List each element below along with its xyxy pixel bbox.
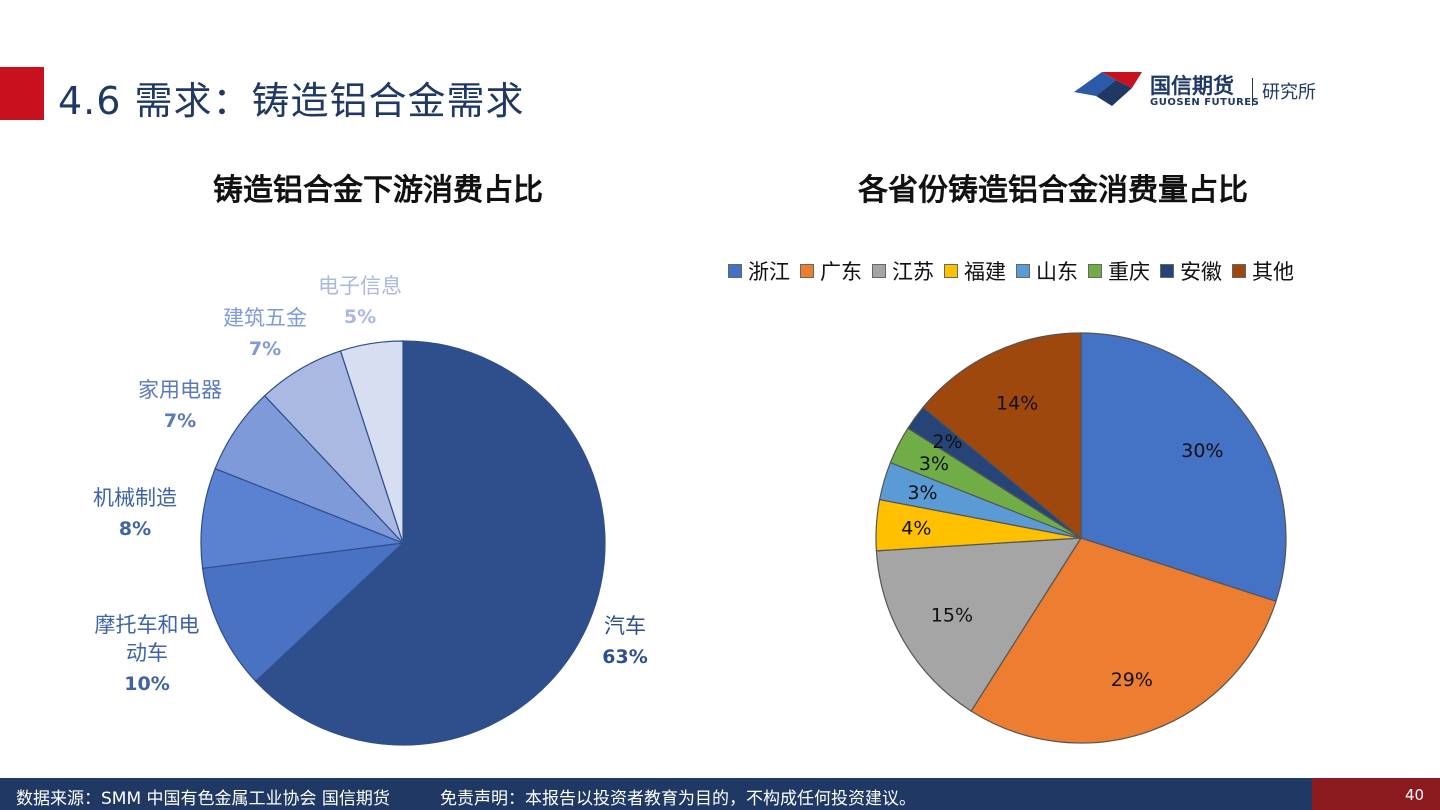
chart1-slice-2-name-label: 机械制造: [93, 486, 177, 510]
footer-bar: [0, 778, 1440, 810]
chart2-slice-2-value-label: 15%: [931, 604, 973, 626]
legend-item-2: 江苏: [872, 256, 934, 286]
legend-label-4: 山东: [1036, 260, 1078, 284]
chart1-slice-1-name-label: 动车: [126, 641, 168, 665]
chart2-slice-0-value-label: 30%: [1181, 440, 1223, 462]
footer-disclaimer: 免责声明：本报告以投资者教育为目的，不构成任何投资建议。: [440, 789, 916, 809]
chart1-slice-1: [201, 542, 405, 683]
legend-label-3: 福建: [964, 260, 1006, 284]
legend-item-3: 福建: [944, 256, 1006, 286]
chart1-slice-5: [339, 340, 404, 544]
chart2-slice-7: [922, 332, 1082, 540]
legend-label-5: 重庆: [1108, 260, 1150, 284]
chart1-slice-2-value-label: 8%: [119, 518, 151, 540]
guosen-logo: 国信期货 GUOSEN FUTURES 研究所: [1072, 66, 1372, 116]
legend-label-1: 广东: [820, 260, 862, 284]
chart2-slice-0: [1080, 332, 1287, 603]
legend-swatch-1: [800, 264, 814, 278]
chart1-slice-4-value-label: 7%: [249, 338, 281, 360]
legend-label-0: 浙江: [748, 260, 790, 284]
chart2-slice-4-value-label: 3%: [907, 482, 937, 504]
legend-swatch-7: [1232, 264, 1246, 278]
chart1-slice-4-name-label: 建筑五金: [223, 306, 307, 330]
chart2-slice-5-value-label: 3%: [919, 453, 949, 475]
chart2-slice-6-value-label: 2%: [932, 431, 962, 453]
footer-source: 数据来源：SMM 中国有色金属工业协会 国信期货: [16, 789, 390, 809]
chart1-title: 铸造铝合金下游消费占比: [213, 173, 543, 208]
legend-item-6: 安徽: [1160, 256, 1222, 286]
page-number: 40: [1405, 786, 1425, 804]
chart2-title: 各省份铸造铝合金消费量占比: [858, 173, 1248, 208]
legend-item-7: 其他: [1232, 256, 1294, 286]
legend-label-2: 江苏: [892, 260, 934, 284]
legend-swatch-2: [872, 264, 886, 278]
page-title: 4.6 需求：铸造铝合金需求: [58, 79, 525, 123]
chart1-slice-0-name-label: 汽车: [604, 614, 646, 638]
chart1-slice-2: [200, 467, 404, 569]
chart1-slice-3-name-label: 家用电器: [138, 378, 222, 402]
chart2-slice-3-value-label: 4%: [901, 518, 931, 540]
logo-subtitle: 研究所: [1262, 82, 1316, 103]
legend-swatch-0: [728, 264, 742, 278]
chart1-slice-5-value-label: 5%: [344, 306, 376, 328]
logo-english-name: GUOSEN FUTURES: [1150, 97, 1260, 108]
logo-company-name: 国信期货: [1150, 74, 1234, 98]
legend-item-4: 山东: [1016, 256, 1078, 286]
chart2-slice-2: [875, 537, 1083, 712]
legend-swatch-4: [1016, 264, 1030, 278]
chart1-slice-1-value-label: 10%: [124, 673, 169, 695]
legend-swatch-5: [1088, 264, 1102, 278]
legend-item-0: 浙江: [728, 256, 790, 286]
chart2-slice-7-value-label: 14%: [996, 392, 1038, 414]
chart1-slice-5-name-label: 电子信息: [318, 274, 402, 298]
chart2-slice-1: [970, 537, 1277, 744]
footer-accent: [1312, 778, 1440, 810]
chart1-slice-1-name-label: 摩托车和电: [95, 613, 200, 637]
logo-separator: [1252, 78, 1253, 106]
legend-item-1: 广东: [800, 256, 862, 286]
legend-label-6: 安徽: [1180, 260, 1222, 284]
legend-label-7: 其他: [1252, 260, 1294, 284]
legend-item-5: 重庆: [1088, 256, 1150, 286]
chart2-legend: 浙江 广东 江苏 福建 山东 重庆 安徽 其他: [728, 256, 1304, 286]
chart1-slice-3-value-label: 7%: [164, 410, 196, 432]
chart1-slice-0: [254, 340, 606, 746]
legend-swatch-6: [1160, 264, 1174, 278]
chart1-slice-0-value-label: 63%: [602, 646, 647, 668]
legend-swatch-3: [944, 264, 958, 278]
guosen-logo-mark-icon: [1074, 72, 1142, 106]
chart2-slice-1-value-label: 29%: [1111, 669, 1153, 691]
title-accent-bar: [0, 67, 44, 120]
